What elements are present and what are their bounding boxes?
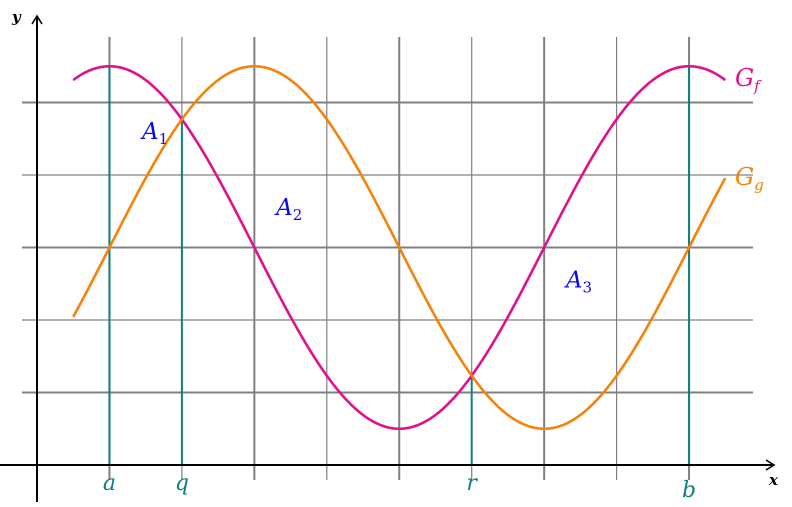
marker-label-a: a: [103, 471, 116, 496]
y-axis-arrow-icon: [31, 14, 43, 25]
y-axis-label: y: [11, 8, 22, 26]
marker-label-b: b: [682, 478, 696, 503]
marker-label-r: r: [466, 471, 478, 496]
grid-lines: [22, 37, 753, 480]
labels: a q r b Gf Gg A1 A2 A3: [103, 64, 764, 503]
curves: [72, 64, 727, 431]
area-label-a1: A1: [140, 119, 168, 148]
area-label-a2: A2: [274, 195, 302, 224]
x-axis-label: x: [768, 471, 779, 489]
area-label-a3: A3: [564, 267, 592, 296]
x-axis-arrow-icon: [765, 459, 776, 471]
vertical-markers: [108, 66, 691, 465]
curve-g-g: [72, 64, 727, 431]
marker-label-q: q: [175, 471, 189, 496]
series-label-g-f: Gf: [735, 64, 762, 95]
series-label-g-g: Gg: [735, 163, 764, 194]
axes: x y: [0, 8, 779, 502]
